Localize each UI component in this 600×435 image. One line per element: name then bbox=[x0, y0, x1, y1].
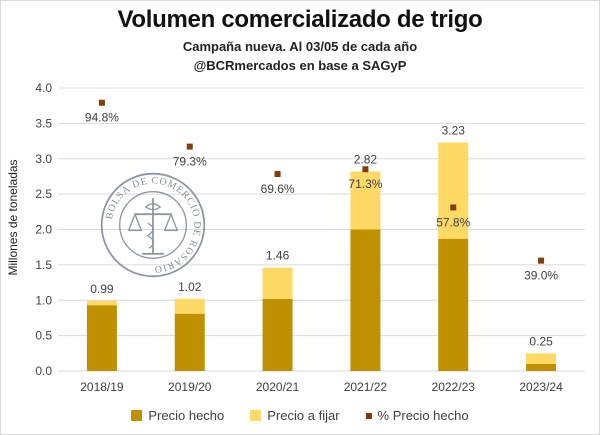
legend-item-pct-precio-hecho: % Precio hecho bbox=[365, 408, 469, 423]
bar-precio-hecho bbox=[174, 313, 205, 371]
y-tick-label: 4.0 bbox=[35, 81, 52, 95]
pct-label: 69.6% bbox=[261, 182, 295, 196]
pct-label: 94.8% bbox=[85, 111, 119, 125]
bar-precio-hecho bbox=[438, 238, 469, 371]
legend-item-precio-a-fijar: Precio a fijar bbox=[250, 408, 340, 423]
x-tick-label: 2020/21 bbox=[256, 380, 300, 394]
bcr-seal-logo: BOLSA DE COMERCIO DE ROSARIO bbox=[100, 172, 206, 278]
pct-label: 79.3% bbox=[173, 155, 207, 169]
x-tick-label: 2022/23 bbox=[432, 380, 476, 394]
y-tick-label: 0.5 bbox=[35, 329, 52, 343]
legend-label: % Precio hecho bbox=[377, 408, 469, 423]
pct-label: 39.0% bbox=[524, 269, 558, 283]
legend-swatch-precio-hecho bbox=[131, 410, 143, 421]
bar-precio-a-fijar bbox=[350, 171, 381, 230]
x-tick-label: 2019/20 bbox=[168, 380, 212, 394]
bar-precio-a-fijar bbox=[174, 298, 205, 314]
bar-precio-hecho bbox=[262, 298, 293, 371]
chart-legend: Precio hecho Precio a fijar % Precio hec… bbox=[0, 408, 600, 423]
legend-label: Precio a fijar bbox=[267, 408, 340, 423]
y-tick-label: 2.0 bbox=[35, 223, 52, 237]
y-tick-label: 2.5 bbox=[35, 187, 52, 201]
y-tick-label: 1.5 bbox=[35, 258, 52, 272]
axes: 0.0 0.5 1.0 1.5 2.0 2.5 3.0 3.5 4.0 Millones de t… bbox=[6, 81, 563, 394]
legend-label: Precio hecho bbox=[148, 408, 225, 423]
legend-swatch-precio-a-fijar bbox=[250, 410, 262, 421]
total-label: 1.46 bbox=[266, 249, 290, 263]
total-label: 2.82 bbox=[354, 152, 378, 166]
x-tick-label: 2021/22 bbox=[344, 380, 388, 394]
total-label: 0.99 bbox=[90, 282, 114, 296]
bar-precio-hecho bbox=[526, 363, 557, 371]
pct-marker bbox=[450, 204, 457, 211]
total-label: 3.23 bbox=[442, 123, 466, 137]
x-tick-label: 2023/24 bbox=[519, 380, 563, 394]
chart-subtitle: Campaña nueva. Al 03/05 de cada año bbox=[182, 39, 418, 54]
bar-precio-a-fijar bbox=[86, 300, 117, 306]
pct-marker bbox=[538, 257, 545, 264]
total-label: 0.25 bbox=[529, 334, 553, 348]
total-label: 1.02 bbox=[178, 280, 202, 294]
x-tick-label: 2018/19 bbox=[80, 380, 124, 394]
y-axis-label: Millones de toneladas bbox=[6, 159, 20, 275]
bar-chart: 0.99 94.8% 1.02 79.3% 1.46 69.6% 2.82 71.3% 3.23… bbox=[6, 81, 585, 394]
y-tick-label: 3.0 bbox=[35, 152, 52, 166]
gridlines bbox=[58, 87, 585, 372]
y-tick-label: 3.5 bbox=[35, 116, 52, 130]
legend-item-precio-hecho: Precio hecho bbox=[131, 408, 224, 423]
data-labels: 0.99 94.8% 1.02 79.3% 1.46 69.6% 2.82 71.3% 3.23… bbox=[85, 99, 558, 348]
y-tick-label: 1.0 bbox=[35, 293, 52, 307]
bar-precio-a-fijar bbox=[438, 142, 469, 239]
bar-precio-hecho bbox=[86, 305, 117, 371]
pct-marker bbox=[274, 171, 281, 178]
pct-marker bbox=[186, 143, 193, 150]
chart-source: @BCRmercados en base a SAGyP bbox=[193, 58, 407, 73]
legend-swatch-pct-marker bbox=[365, 412, 372, 419]
bar-precio-hecho bbox=[350, 229, 381, 371]
bar-precio-a-fijar bbox=[526, 353, 557, 364]
pct-label: 57.8% bbox=[436, 215, 470, 229]
bars bbox=[86, 142, 557, 371]
chart-title: Volumen comercializado de trigo bbox=[117, 6, 483, 33]
pct-marker bbox=[98, 99, 105, 106]
pct-marker bbox=[362, 166, 369, 173]
y-tick-label: 0.0 bbox=[35, 364, 52, 378]
pct-label: 71.3% bbox=[348, 177, 382, 191]
bar-precio-a-fijar bbox=[262, 267, 293, 299]
